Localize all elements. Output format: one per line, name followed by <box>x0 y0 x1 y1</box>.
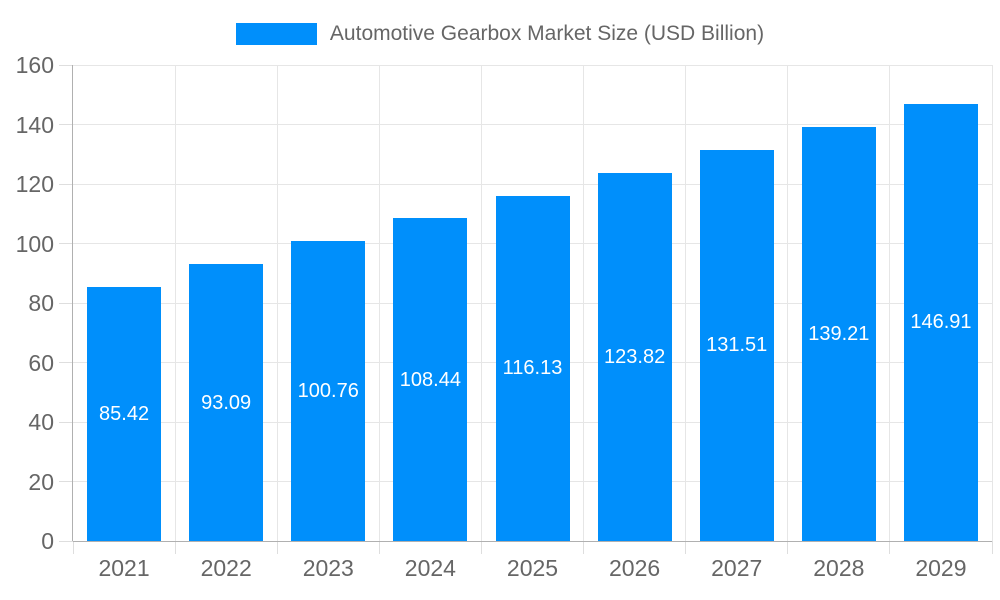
y-axis-tick <box>59 302 73 304</box>
bar[interactable] <box>597 172 672 541</box>
y-tick-label: 0 <box>41 528 54 554</box>
gridline-h <box>73 124 992 125</box>
gridline-v <box>378 65 380 541</box>
y-tick-label: 20 <box>28 468 54 495</box>
bar-value-label: 131.51 <box>706 334 768 357</box>
gridline-h <box>73 64 992 66</box>
gridline-v <box>583 65 585 541</box>
y-axis-tick <box>59 540 73 542</box>
y-axis-tick <box>59 64 73 66</box>
x-tick-label: 2026 <box>609 555 661 581</box>
gridline-v <box>480 65 482 541</box>
gridline-v <box>276 65 278 541</box>
x-axis-tick <box>174 541 176 554</box>
bar-value-label: 123.82 <box>604 345 666 368</box>
bar-value-label: 116.13 <box>502 357 563 380</box>
y-axis-tick <box>59 183 73 185</box>
x-axis-tick <box>480 541 482 554</box>
y-axis-tick <box>59 481 73 482</box>
legend-swatch[interactable] <box>235 23 317 45</box>
x-axis-tick <box>583 541 585 554</box>
y-axis-tick <box>59 362 73 363</box>
y-axis-tick <box>59 243 73 244</box>
bar[interactable] <box>291 241 366 541</box>
x-tick-label: 2022 <box>200 555 252 581</box>
y-tick-label: 60 <box>28 349 54 376</box>
x-axis-tick <box>991 541 993 554</box>
bar[interactable] <box>393 218 468 541</box>
x-tick-label: 2024 <box>404 555 456 581</box>
bar-value-label: 108.44 <box>399 368 461 391</box>
x-axis-tick <box>889 541 891 554</box>
x-tick-label: 2029 <box>915 555 967 581</box>
x-axis-tick <box>378 541 380 554</box>
x-tick-label: 2027 <box>711 555 763 581</box>
bar[interactable] <box>699 149 774 541</box>
bar-value-label: 93.09 <box>201 391 252 414</box>
x-axis-tick <box>276 541 278 554</box>
y-axis-tick <box>59 421 73 423</box>
x-axis-tick <box>685 541 687 554</box>
x-tick-label: 2021 <box>98 555 150 581</box>
legend-label: Automotive Gearbox Market Size (USD Bill… <box>329 22 765 45</box>
y-tick-label: 120 <box>15 171 54 197</box>
y-tick-label: 80 <box>28 290 54 316</box>
bar[interactable] <box>903 103 978 541</box>
x-tick-label: 2025 <box>506 555 559 581</box>
y-tick-label: 100 <box>15 230 54 257</box>
y-tick-label: 140 <box>15 111 54 138</box>
gridline-v <box>685 65 687 541</box>
y-axis-tick <box>59 124 73 125</box>
bar[interactable] <box>189 264 264 541</box>
bar[interactable] <box>495 195 570 541</box>
y-axis-line <box>72 65 73 541</box>
y-tick-label: 40 <box>28 409 54 435</box>
gridline-v <box>787 65 789 541</box>
y-tick-label: 160 <box>15 52 54 78</box>
gridline-v <box>991 65 993 541</box>
x-tick-label: 2023 <box>302 555 354 581</box>
x-tick-label: 2028 <box>813 555 865 581</box>
x-axis-tick <box>72 541 74 554</box>
gridline-h <box>73 183 992 185</box>
bar-value-label: 85.42 <box>99 402 150 425</box>
x-axis-tick <box>787 541 789 554</box>
gridline-v <box>174 65 176 541</box>
bar-value-label: 146.91 <box>910 311 972 334</box>
bar[interactable] <box>801 126 876 541</box>
bar-value-label: 100.76 <box>297 380 359 403</box>
bar-value-label: 139.21 <box>808 322 870 345</box>
x-axis-line <box>73 541 992 542</box>
gridline-v <box>889 65 891 541</box>
bar[interactable] <box>87 286 162 541</box>
legend[interactable]: Automotive Gearbox Market Size (USD Bill… <box>0 22 1000 46</box>
